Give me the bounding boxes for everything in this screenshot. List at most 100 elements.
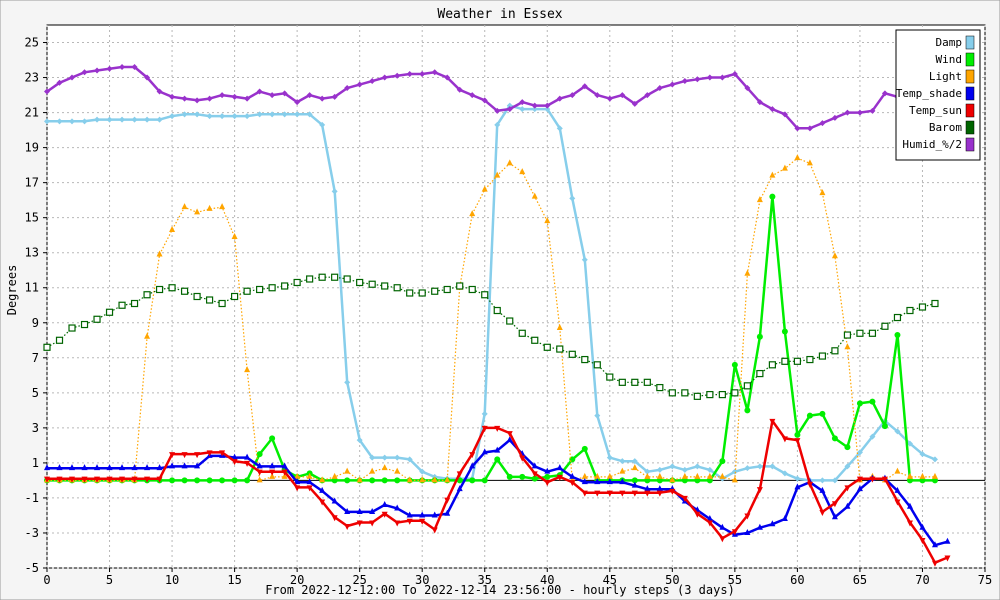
data-point-damp — [906, 440, 913, 447]
data-point-humid-2 — [881, 90, 888, 97]
data-point-wind — [219, 477, 226, 484]
data-point-damp — [419, 468, 426, 475]
legend-label: Humid_%/2 — [902, 138, 962, 151]
data-point-temp-shade — [569, 472, 576, 479]
data-point-light — [431, 476, 438, 483]
x-tick-label: 55 — [728, 573, 742, 587]
data-point-light — [819, 189, 826, 196]
data-point-temp-shade — [44, 464, 50, 471]
data-point-humid-2 — [444, 74, 451, 81]
data-point-wind — [869, 398, 876, 405]
data-point-temp-shade — [419, 511, 426, 518]
data-point-wind — [644, 477, 651, 484]
data-point-barom — [593, 361, 601, 369]
data-point-light — [369, 467, 376, 474]
x-tick-label: 0 — [43, 573, 50, 587]
data-point-damp — [181, 111, 188, 118]
data-point-temp-sun — [369, 520, 376, 527]
x-tick-label: 30 — [415, 573, 429, 587]
x-tick-label: 65 — [853, 573, 867, 587]
data-point-temp-shade — [169, 462, 176, 469]
data-point-humid-2 — [156, 88, 163, 95]
x-tick-label: 40 — [540, 573, 554, 587]
data-point-humid-2 — [44, 88, 50, 95]
data-point-temp-shade — [919, 523, 926, 530]
data-point-damp — [694, 463, 701, 470]
data-point-barom — [506, 317, 514, 325]
data-point-temp-sun — [294, 485, 301, 492]
data-point-wind — [581, 445, 588, 452]
data-point-barom — [493, 306, 501, 315]
legend-label: Wind — [936, 53, 963, 66]
data-point-damp — [69, 118, 76, 125]
data-point-temp-sun — [694, 511, 701, 518]
data-point-light — [619, 467, 626, 474]
data-point-humid-2 — [81, 69, 88, 76]
legend-swatch — [965, 103, 975, 118]
data-point-barom — [706, 390, 714, 399]
data-point-temp-sun — [594, 490, 601, 497]
data-point-humid-2 — [681, 78, 688, 85]
x-tick-label: 20 — [290, 573, 304, 587]
data-point-temp-shade — [231, 453, 238, 460]
data-point-light — [219, 203, 226, 210]
data-point-light — [844, 343, 851, 350]
data-point-temp-sun — [631, 490, 638, 497]
data-point-humid-2 — [406, 71, 413, 78]
data-point-damp — [931, 456, 938, 463]
data-point-light — [331, 472, 338, 479]
legend-label: Damp — [936, 36, 963, 49]
data-point-light — [669, 476, 676, 483]
data-point-humid-2 — [494, 107, 501, 114]
data-point-temp-sun — [794, 438, 801, 445]
data-point-light — [656, 472, 663, 479]
data-point-temp-shade — [631, 481, 638, 488]
data-point-humid-2 — [594, 92, 601, 99]
data-point-temp-shade — [931, 541, 938, 548]
data-point-barom — [556, 345, 564, 353]
data-point-temp-sun — [394, 520, 401, 527]
data-point-humid-2 — [431, 69, 438, 76]
data-point-damp — [44, 118, 50, 125]
data-point-wind — [394, 477, 401, 484]
data-point-damp — [94, 116, 101, 123]
data-point-barom — [343, 275, 351, 283]
data-point-humid-2 — [381, 74, 388, 81]
data-point-humid-2 — [544, 102, 551, 109]
data-point-humid-2 — [206, 95, 213, 102]
x-tick-label: 75 — [978, 573, 992, 587]
y-tick-label: 11 — [25, 281, 39, 295]
data-point-barom — [318, 273, 326, 281]
data-point-temp-sun — [94, 476, 101, 483]
data-point-light — [194, 208, 201, 215]
data-point-barom — [168, 284, 176, 292]
data-point-barom — [55, 336, 64, 344]
data-point-wind — [369, 477, 376, 484]
data-point-humid-2 — [719, 74, 726, 81]
y-axis-label: Degrees — [5, 265, 19, 316]
data-point-barom — [843, 331, 852, 339]
data-point-barom — [531, 336, 539, 344]
data-point-damp — [256, 111, 263, 118]
data-point-barom — [180, 287, 189, 295]
data-point-light — [706, 472, 713, 479]
data-point-light — [531, 192, 538, 199]
data-point-wind — [231, 477, 238, 484]
data-point-barom — [718, 390, 726, 399]
data-point-temp-sun — [869, 476, 876, 483]
x-tick-label: 70 — [915, 573, 929, 587]
data-point-temp-sun — [469, 452, 476, 459]
data-point-wind — [169, 477, 176, 484]
legend-swatch — [965, 69, 975, 84]
data-point-wind — [744, 407, 751, 414]
data-point-light — [719, 472, 726, 479]
data-point-temp-sun — [444, 497, 451, 504]
data-point-light — [244, 366, 251, 373]
series-line-light — [47, 157, 935, 481]
data-point-wind — [181, 477, 188, 484]
data-point-wind — [481, 477, 488, 484]
data-point-light — [294, 472, 301, 479]
data-point-damp — [269, 111, 276, 118]
grid — [46, 25, 986, 569]
